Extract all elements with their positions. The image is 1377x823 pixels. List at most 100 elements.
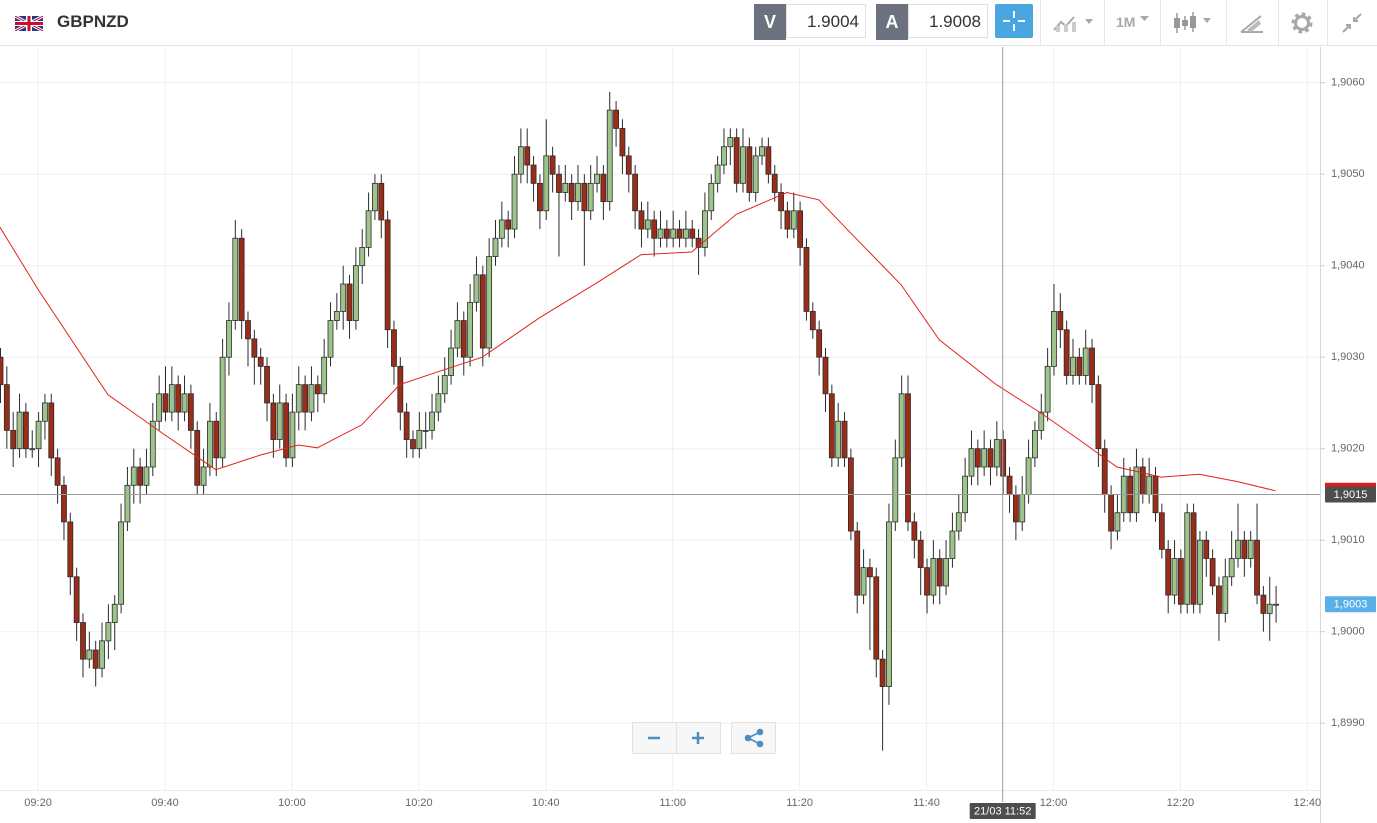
- candle-body: [403, 411, 410, 440]
- candle-body: [1063, 329, 1070, 376]
- candle-body: [511, 173, 518, 230]
- separator: [1327, 0, 1328, 46]
- candle-body: [1241, 539, 1248, 559]
- last-price-label: 1,9003: [1334, 599, 1368, 611]
- candle-body: [702, 210, 708, 248]
- candle-body: [917, 539, 924, 569]
- plot-area: [0, 91, 1279, 751]
- candle-style-button[interactable]: [1172, 10, 1218, 36]
- timeframe-button[interactable]: 1M: [1116, 14, 1136, 30]
- separator: [1160, 0, 1161, 46]
- candle-body: [289, 411, 296, 459]
- y-tick-label: 1,9000: [1331, 626, 1365, 638]
- chart-type-button[interactable]: [1052, 12, 1096, 34]
- candle-body: [372, 182, 378, 212]
- candle-body: [1139, 466, 1146, 495]
- candle-body: [708, 182, 715, 212]
- candle-body: [498, 219, 505, 239]
- moving-average-line: [0, 191, 1276, 492]
- candle-body: [359, 246, 366, 267]
- candle-body: [587, 182, 594, 212]
- candle-body: [54, 457, 61, 486]
- candle-body: [492, 237, 499, 257]
- candle-body: [892, 457, 899, 523]
- y-tick-label: 1,9030: [1331, 351, 1365, 363]
- candle-body: [740, 146, 746, 184]
- candle-body: [73, 576, 80, 623]
- bid-label[interactable]: V: [754, 4, 786, 40]
- collapse-button[interactable]: [1340, 11, 1364, 35]
- candle-body: [886, 521, 892, 688]
- share-button[interactable]: [731, 722, 776, 754]
- candle-body: [302, 384, 309, 413]
- candle-body: [676, 228, 683, 239]
- candle-body: [1076, 356, 1083, 376]
- candle-body: [264, 365, 270, 404]
- candle-body: [911, 521, 918, 541]
- x-tick-label: 12:00: [1040, 797, 1068, 809]
- candle-body: [1260, 594, 1267, 614]
- candle-body: [556, 173, 562, 193]
- y-tick-label: 1,9050: [1331, 168, 1365, 180]
- candle-body: [441, 375, 448, 395]
- candle-body: [226, 320, 232, 358]
- candle-body: [930, 558, 937, 596]
- candle-body: [397, 365, 404, 413]
- candle-body: [860, 567, 867, 596]
- candle-body: [543, 155, 550, 212]
- candle-body: [105, 622, 112, 642]
- candle-body: [759, 146, 765, 157]
- candle-body: [327, 320, 334, 358]
- candle-body: [10, 429, 17, 450]
- candle-body: [429, 411, 435, 431]
- candle-body: [35, 420, 42, 450]
- ask-label[interactable]: A: [876, 4, 908, 40]
- candle-body: [644, 219, 651, 230]
- settings-button[interactable]: [1290, 11, 1314, 35]
- crosshair-time-box: [969, 803, 1036, 819]
- plot-background: [0, 47, 1320, 790]
- candle-body: [974, 448, 981, 468]
- bid-price[interactable]: 1.9004: [786, 4, 866, 38]
- drawing-tools-button[interactable]: [1239, 12, 1265, 34]
- candle-body: [1197, 539, 1203, 605]
- candle-body: [537, 182, 543, 212]
- candle-body: [86, 649, 93, 660]
- zoom-in-button[interactable]: [692, 732, 704, 744]
- ask-price[interactable]: 1.9008: [908, 4, 988, 38]
- candle-body: [251, 338, 258, 358]
- candle-body: [575, 182, 581, 203]
- candle-body: [1222, 576, 1229, 614]
- candle-body: [454, 320, 461, 349]
- zoom-controls: [632, 722, 776, 754]
- x-tick-label: 09:20: [24, 797, 52, 809]
- candle-body: [156, 393, 163, 422]
- candle-body: [232, 237, 239, 321]
- candle-body: [1247, 539, 1254, 559]
- candle-body: [733, 137, 740, 184]
- candle-body: [257, 356, 264, 367]
- candle-body: [137, 466, 144, 486]
- candle-body: [517, 146, 524, 175]
- candle-body: [1209, 558, 1216, 587]
- x-tick-label: 12:40: [1294, 797, 1322, 809]
- candle-body: [1032, 429, 1038, 459]
- candle-body: [340, 283, 347, 312]
- candle-body: [3, 384, 10, 431]
- candle-body: [1070, 356, 1076, 376]
- candle-body: [22, 411, 29, 450]
- dropdown-caret: [1140, 16, 1149, 21]
- candle-body: [549, 155, 556, 175]
- candle-body: [29, 448, 36, 451]
- candle-body: [181, 393, 188, 413]
- symbol[interactable]: GBPNZD: [57, 12, 129, 31]
- candle-body: [365, 210, 372, 248]
- candle-body: [0, 356, 4, 386]
- candle-body: [721, 146, 727, 166]
- candle-body: [809, 311, 816, 331]
- crosshair-button[interactable]: [995, 4, 1033, 38]
- candle-body: [981, 448, 988, 468]
- candle-body: [657, 228, 664, 239]
- y-tick-label: 1,8990: [1331, 717, 1365, 729]
